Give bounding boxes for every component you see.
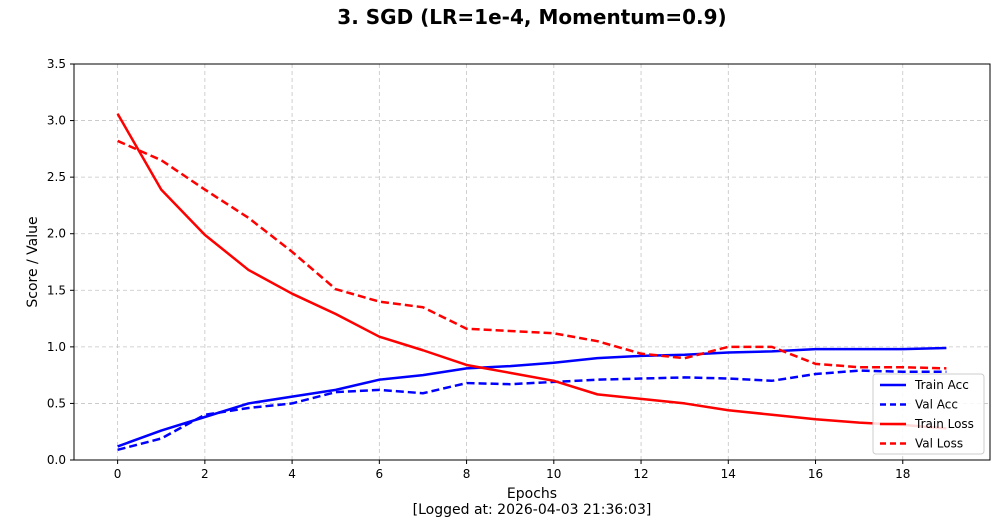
y-tick-label: 2.5 [47, 170, 66, 184]
logged-at-label: [Logged at: 2026-04-03 21:36:03] [413, 502, 652, 518]
series-line-train-acc [117, 346, 947, 448]
legend-label-val-acc: Val Acc [915, 398, 958, 412]
x-tick-label: 0 [114, 467, 122, 481]
y-axis-label: Score / Value [25, 216, 41, 307]
x-ticks: 0 2 4 6 8 10 12 14 16 18 [114, 460, 910, 481]
y-tick-label: 0.0 [47, 453, 66, 467]
plot-frame [73, 63, 991, 461]
x-tick-label: 4 [288, 467, 296, 481]
x-tick-label: 18 [895, 467, 910, 481]
legend-label-train-loss: Train Loss [914, 417, 974, 431]
x-tick-label: 14 [721, 467, 736, 481]
series-line-train-loss [116, 113, 947, 430]
series-line-val-loss [117, 139, 947, 370]
x-tick-label: 12 [633, 467, 648, 481]
y-tick-label: 1.0 [47, 340, 66, 354]
y-tick-label: 0.5 [47, 396, 66, 410]
legend-box [872, 373, 985, 455]
x-tick-label: 8 [463, 467, 471, 481]
chart-title: 3. SGD (LR=1e-4, Momentum=0.9) [337, 5, 726, 29]
legend-label-val-loss: Val Loss [915, 437, 963, 451]
x-tick-label: 10 [546, 467, 561, 481]
y-tick-label: 2.0 [47, 227, 66, 241]
x-tick-label: 16 [808, 467, 823, 481]
x-tick-label: 6 [376, 467, 384, 481]
legend: Train Acc Val Acc Train Loss Val Loss [872, 373, 985, 455]
y-tick-label: 3.5 [47, 57, 66, 71]
series-line-val-acc [117, 369, 947, 452]
legend-label-train-acc: Train Acc [914, 378, 969, 392]
grid [74, 63, 990, 461]
x-axis-label: Epochs [507, 486, 557, 502]
y-tick-label: 3.0 [47, 114, 66, 128]
y-ticks: 0.0 0.5 1.0 1.5 2.0 2.5 3.0 3.5 [47, 57, 74, 467]
x-tick-label: 2 [201, 467, 209, 481]
series-group [116, 113, 947, 452]
y-tick-label: 1.5 [47, 283, 66, 297]
